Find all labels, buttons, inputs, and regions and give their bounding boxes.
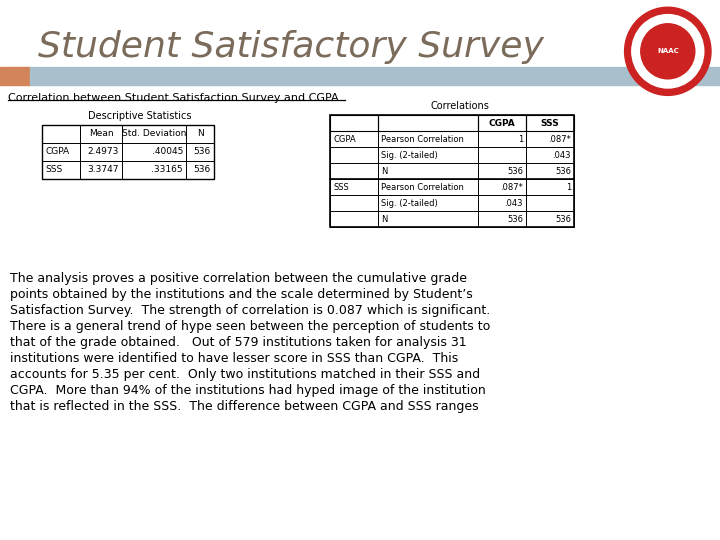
Bar	[122, 125, 186, 143]
Bar	[330, 147, 378, 163]
Text: CGPA: CGPA	[45, 147, 69, 157]
Text: accounts for 5.35 per cent.  Only two institutions matched in their SSS and: accounts for 5.35 per cent. Only two ins…	[10, 368, 480, 381]
Text: N: N	[381, 214, 387, 224]
Bar	[526, 195, 574, 211]
Bar	[330, 131, 378, 147]
Bar	[330, 115, 574, 227]
Bar	[526, 147, 574, 163]
Text: Mean: Mean	[89, 130, 113, 138]
Text: 1: 1	[566, 183, 571, 192]
Bar	[30, 67, 720, 85]
Bar	[526, 163, 574, 179]
Text: 536: 536	[555, 166, 571, 176]
Bar	[186, 161, 214, 179]
Text: CGPA: CGPA	[489, 118, 516, 127]
Text: SSS: SSS	[541, 118, 559, 127]
Circle shape	[632, 15, 703, 88]
Bar	[378, 131, 478, 147]
Text: points obtained by the institutions and the scale determined by Student’s: points obtained by the institutions and …	[10, 288, 473, 301]
Text: N: N	[197, 130, 203, 138]
Text: Pearson Correlation: Pearson Correlation	[381, 183, 464, 192]
Bar	[330, 211, 378, 227]
Text: N: N	[381, 166, 387, 176]
Bar	[330, 179, 378, 195]
Bar	[42, 125, 214, 179]
Bar	[478, 131, 526, 147]
Text: that of the grade obtained.   Out of 579 institutions taken for analysis 31: that of the grade obtained. Out of 579 i…	[10, 336, 467, 349]
Text: .33165: .33165	[151, 165, 183, 174]
Bar	[186, 143, 214, 161]
Text: .043: .043	[505, 199, 523, 207]
Text: 536: 536	[507, 166, 523, 176]
Text: 3.3747: 3.3747	[88, 165, 119, 174]
Text: Correlations: Correlations	[431, 101, 490, 111]
Bar	[378, 147, 478, 163]
Text: institutions were identified to have lesser score in SSS than CGPA.  This: institutions were identified to have les…	[10, 352, 458, 365]
Bar	[122, 143, 186, 161]
Text: Sig. (2-tailed): Sig. (2-tailed)	[381, 151, 438, 159]
Text: 2.4973: 2.4973	[88, 147, 119, 157]
Bar	[330, 163, 378, 179]
Bar	[378, 115, 478, 131]
Bar	[526, 211, 574, 227]
Text: .043: .043	[552, 151, 571, 159]
Text: 536: 536	[194, 165, 211, 174]
Circle shape	[624, 7, 711, 96]
Text: 536: 536	[194, 147, 211, 157]
Bar	[478, 179, 526, 195]
Text: 536: 536	[555, 214, 571, 224]
Bar	[80, 125, 122, 143]
Bar	[42, 125, 80, 143]
Text: SSS: SSS	[333, 183, 348, 192]
Bar	[378, 163, 478, 179]
Bar	[330, 195, 378, 211]
Text: Descriptive Statistics: Descriptive Statistics	[89, 111, 192, 121]
Text: Pearson Correlation: Pearson Correlation	[381, 134, 464, 144]
Bar	[0, 67, 30, 85]
Bar	[526, 115, 574, 131]
Text: 1: 1	[518, 134, 523, 144]
Circle shape	[641, 24, 695, 79]
Bar	[378, 179, 478, 195]
Text: that is reflected in the SSS.  The difference between CGPA and SSS ranges: that is reflected in the SSS. The differ…	[10, 400, 479, 413]
Bar	[186, 125, 214, 143]
Text: CGPA.  More than 94% of the institutions had hyped image of the institution: CGPA. More than 94% of the institutions …	[10, 384, 486, 397]
Bar	[526, 131, 574, 147]
Bar	[42, 143, 80, 161]
Text: NAAC: NAAC	[657, 48, 679, 55]
Text: Satisfaction Survey.  The strength of correlation is 0.087 which is significant.: Satisfaction Survey. The strength of cor…	[10, 304, 490, 317]
Bar	[478, 211, 526, 227]
Bar	[42, 161, 80, 179]
Text: 536: 536	[507, 214, 523, 224]
Bar	[80, 143, 122, 161]
Text: SSS: SSS	[45, 165, 62, 174]
Text: .087*: .087*	[548, 134, 571, 144]
Bar	[478, 115, 526, 131]
Text: Correlation between Student Satisfaction Survey and CGPA: Correlation between Student Satisfaction…	[8, 93, 338, 103]
Bar	[478, 147, 526, 163]
Text: Sig. (2-tailed): Sig. (2-tailed)	[381, 199, 438, 207]
Bar	[80, 161, 122, 179]
Bar	[378, 211, 478, 227]
Text: Student Satisfactory Survey: Student Satisfactory Survey	[38, 30, 544, 64]
Text: .087*: .087*	[500, 183, 523, 192]
Bar	[378, 195, 478, 211]
Text: CGPA: CGPA	[333, 134, 356, 144]
Bar	[330, 115, 378, 131]
Bar	[478, 163, 526, 179]
Text: .40045: .40045	[152, 147, 183, 157]
Text: There is a general trend of hype seen between the perception of students to: There is a general trend of hype seen be…	[10, 320, 490, 333]
Bar	[478, 195, 526, 211]
Text: Std. Deviation: Std. Deviation	[122, 130, 186, 138]
Bar	[122, 161, 186, 179]
Text: The analysis proves a positive correlation between the cumulative grade: The analysis proves a positive correlati…	[10, 272, 467, 285]
Bar	[526, 179, 574, 195]
